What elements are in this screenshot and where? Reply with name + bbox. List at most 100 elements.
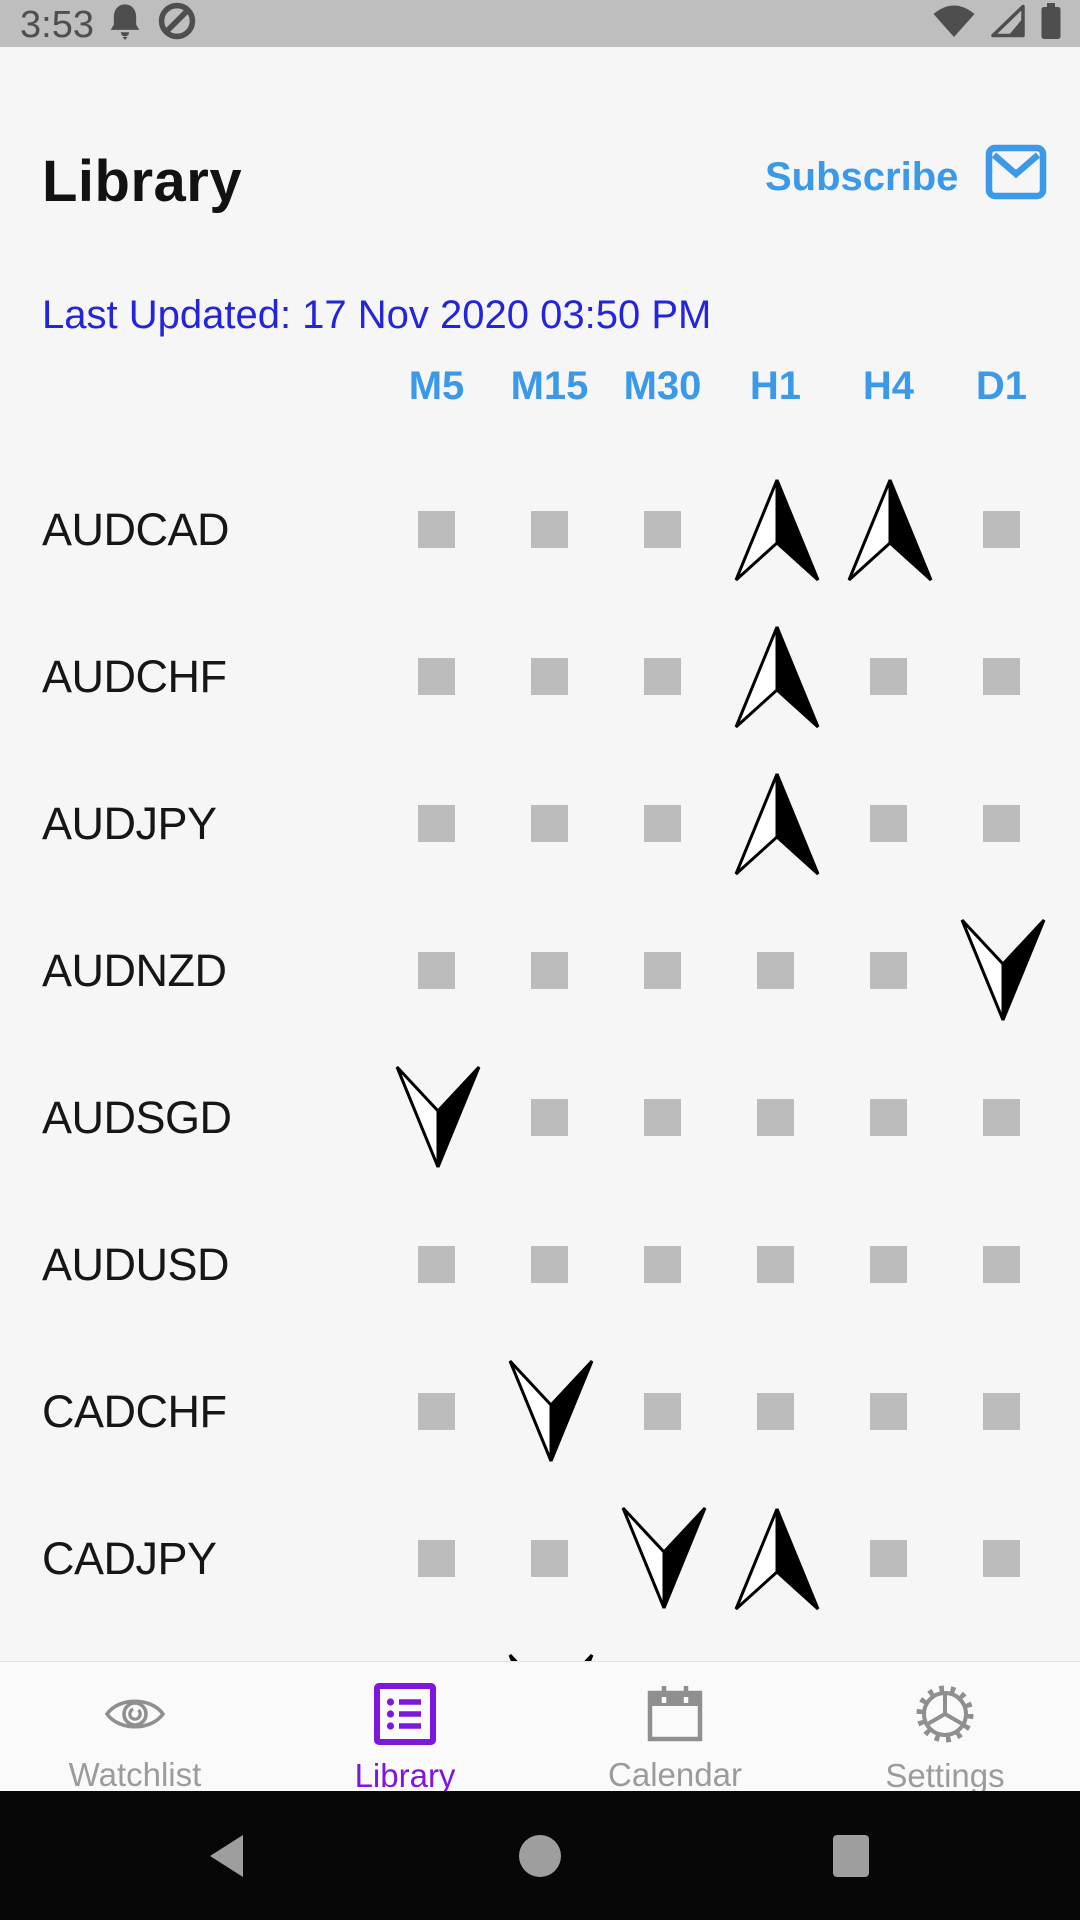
neutral-square (644, 1246, 681, 1283)
pair-row-cadchf[interactable]: CADCHF (0, 1338, 1080, 1485)
signal-cell-CADJPY-D1 (945, 1485, 1058, 1632)
up-arrow-icon (734, 773, 819, 876)
signal-cell-CADJPY-M5 (380, 1485, 493, 1632)
eye-icon (104, 1699, 166, 1728)
signal-cell-next-M5 (380, 1632, 493, 1661)
signal-cell-AUDUSD-D1 (945, 1191, 1058, 1338)
pair-label: AUDNZD (42, 944, 227, 996)
neutral-square (644, 1099, 681, 1136)
signal-cell-AUDCAD-M30 (606, 456, 719, 603)
signal-cell-CADJPY-M30 (606, 1485, 719, 1632)
neutral-square (983, 1393, 1020, 1430)
signal-cell-CADCHF-H4 (832, 1338, 945, 1485)
signal-cell-next-H1 (719, 1632, 832, 1661)
neutral-square (531, 1246, 568, 1283)
down-arrow-icon (395, 1065, 480, 1168)
pair-row-cadjpy[interactable]: CADJPY (0, 1485, 1080, 1632)
list-icon (374, 1683, 436, 1745)
signal-cell-CADJPY-H4 (832, 1485, 945, 1632)
signal-cell-AUDUSD-M30 (606, 1191, 719, 1338)
signal-cell-AUDCHF-M15 (493, 603, 606, 750)
signal-cell-CADCHF-M30 (606, 1338, 719, 1485)
signal-cell-AUDSGD-M30 (606, 1044, 719, 1191)
timeframe-header-d1: D1 (975, 364, 1028, 408)
nav-item-library[interactable]: Library (270, 1662, 540, 1794)
signal-cell-AUDSGD-D1 (945, 1044, 1058, 1191)
nav-item-watchlist[interactable]: Watchlist (0, 1662, 270, 1791)
android-home-button[interactable] (518, 1834, 562, 1878)
signal-cell-AUDNZD-H1 (719, 897, 832, 1044)
mail-icon[interactable] (985, 143, 1047, 201)
neutral-square (418, 952, 455, 989)
nav-item-calendar[interactable]: Calendar (540, 1662, 810, 1791)
neutral-square (644, 511, 681, 548)
pair-row-audusd[interactable]: AUDUSD (0, 1191, 1080, 1338)
neutral-square (983, 511, 1020, 548)
neutral-square (983, 1540, 1020, 1577)
signal-cell-AUDCAD-H1 (719, 456, 832, 603)
signal-cell-AUDUSD-H1 (719, 1191, 832, 1338)
signal-cell-AUDSGD-H4 (832, 1044, 945, 1191)
neutral-square (418, 511, 455, 548)
signal-cell-AUDNZD-D1 (945, 897, 1058, 1044)
signal-cell-AUDCHF-H1 (719, 603, 832, 750)
down-arrow-icon (960, 918, 1045, 1021)
neutral-square (644, 1393, 681, 1430)
nav-label: Library (354, 1757, 456, 1794)
neutral-square (418, 658, 455, 695)
signal-cell-AUDJPY-H4 (832, 750, 945, 897)
signal-cell-AUDUSD-M5 (380, 1191, 493, 1338)
status-bar-right (932, 2, 1062, 45)
signal-cell-AUDNZD-H4 (832, 897, 945, 1044)
signal-cell-AUDSGD-M15 (493, 1044, 606, 1191)
cellular-signal-icon (990, 4, 1026, 43)
signal-cell-AUDNZD-M15 (493, 897, 606, 1044)
nav-label: Watchlist (68, 1756, 202, 1793)
neutral-square (870, 805, 907, 842)
neutral-square (531, 658, 568, 695)
pair-row-partial[interactable] (0, 1632, 1080, 1661)
pair-label: AUDSGD (42, 1091, 232, 1143)
signal-cell-AUDNZD-M30 (606, 897, 719, 1044)
neutral-square (418, 1540, 455, 1577)
pair-row-audjpy[interactable]: AUDJPY (0, 750, 1080, 897)
page-title: Library (42, 149, 243, 214)
pair-row-audsgd[interactable]: AUDSGD (0, 1044, 1080, 1191)
up-arrow-icon (734, 626, 819, 729)
neutral-square (870, 952, 907, 989)
signal-cell-AUDSGD-H1 (719, 1044, 832, 1191)
library-page-content: Library Subscribe Last Updated: 17 Nov 2… (0, 143, 1080, 1661)
neutral-square (757, 952, 794, 989)
status-time: 3:53 (20, 3, 94, 46)
timeframe-header-row: M5 M15 M30 H1 H4 D1 (380, 364, 1058, 409)
neutral-square (757, 1393, 794, 1430)
android-system-bar (0, 1791, 1080, 1920)
nav-item-settings[interactable]: Settings (810, 1662, 1080, 1792)
android-recents-button[interactable] (832, 1834, 870, 1878)
up-arrow-icon (734, 479, 819, 582)
pair-row-audchf[interactable]: AUDCHF (0, 603, 1080, 750)
pair-row-audnzd[interactable]: AUDNZD (0, 897, 1080, 1044)
down-arrow-icon (621, 1506, 706, 1609)
data-saver-icon (156, 0, 198, 47)
neutral-square (531, 1540, 568, 1577)
down-arrow-icon (508, 1359, 593, 1462)
neutral-square (531, 511, 568, 548)
signal-cell-AUDCHF-H4 (832, 603, 945, 750)
subscribe-button[interactable]: Subscribe (765, 155, 959, 199)
neutral-square (757, 1246, 794, 1283)
neutral-square (870, 1393, 907, 1430)
neutral-square (644, 805, 681, 842)
neutral-square (531, 1099, 568, 1136)
signal-cell-AUDJPY-M5 (380, 750, 493, 897)
pair-row-audcad[interactable]: AUDCAD (0, 456, 1080, 603)
signal-cell-AUDCHF-D1 (945, 603, 1058, 750)
android-back-button[interactable] (207, 1834, 245, 1878)
status-bar-left: 3:53 (20, 0, 198, 47)
signal-cell-AUDJPY-H1 (719, 750, 832, 897)
last-updated-text: Last Updated: 17 Nov 2020 03:50 PM (42, 293, 712, 337)
status-bar: 3:53 (0, 0, 1080, 47)
signal-cell-next-M15 (493, 1632, 606, 1661)
neutral-square (870, 658, 907, 695)
neutral-square (983, 1099, 1020, 1136)
